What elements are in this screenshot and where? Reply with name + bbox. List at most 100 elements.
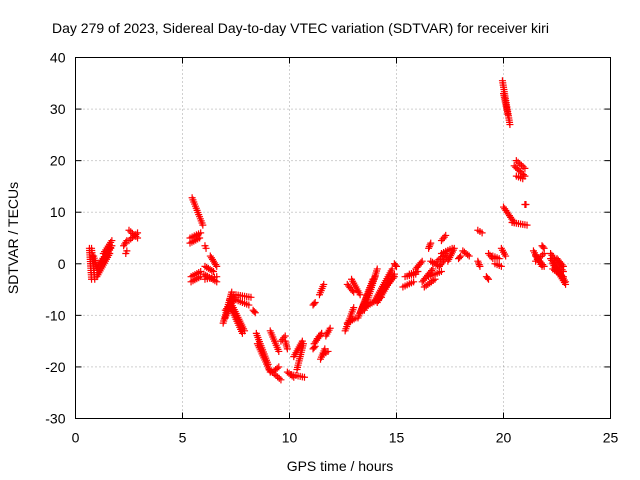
data-point xyxy=(122,238,130,246)
data-point xyxy=(417,259,425,267)
y-tick-label: -30 xyxy=(45,411,65,427)
data-point xyxy=(197,229,205,237)
data-point xyxy=(389,274,397,282)
data-point xyxy=(535,254,543,262)
data-point xyxy=(134,229,142,237)
data-point xyxy=(300,373,308,381)
data-point xyxy=(512,163,520,171)
y-tick-label: 20 xyxy=(50,153,66,169)
data-point xyxy=(288,372,296,380)
y-tick-label: -20 xyxy=(45,359,65,375)
data-point xyxy=(442,231,450,239)
data-point xyxy=(212,261,220,269)
data-point xyxy=(127,235,135,243)
data-point xyxy=(196,234,204,242)
data-point xyxy=(356,291,364,299)
data-point xyxy=(450,244,458,252)
data-point xyxy=(562,280,570,288)
data-point xyxy=(425,243,433,251)
data-point xyxy=(519,175,527,183)
data-point xyxy=(410,278,418,286)
data-point xyxy=(125,237,133,245)
data-point xyxy=(512,157,520,165)
data-point xyxy=(559,262,567,270)
data-point xyxy=(318,329,326,337)
data-point xyxy=(456,253,464,261)
data-point xyxy=(310,300,318,308)
data-point xyxy=(272,371,280,379)
data-point xyxy=(538,251,546,259)
axis-ticks: 0 5 10 15 20 25 -30 -20 -10 0 10 20 30 40 xyxy=(45,50,618,446)
data-point xyxy=(388,265,396,273)
data-point xyxy=(539,243,547,251)
data-point xyxy=(210,268,218,276)
data-point xyxy=(440,233,448,241)
data-point xyxy=(478,229,486,237)
data-point xyxy=(390,273,398,281)
data-point xyxy=(311,298,319,306)
data-point xyxy=(320,280,328,288)
data-point xyxy=(202,244,210,252)
data-point xyxy=(457,252,465,260)
data-point xyxy=(350,315,358,323)
data-point xyxy=(516,168,524,176)
data-point xyxy=(559,273,567,281)
data-point xyxy=(426,241,434,249)
data-point xyxy=(393,262,400,270)
data-point xyxy=(465,252,473,260)
data-point xyxy=(125,226,133,234)
data-points xyxy=(85,77,570,384)
y-tick-label: -10 xyxy=(45,307,65,323)
data-point xyxy=(497,262,505,270)
grid xyxy=(75,57,611,419)
data-point xyxy=(208,266,216,274)
data-point xyxy=(280,334,288,342)
data-point xyxy=(274,373,282,381)
data-point xyxy=(483,274,491,282)
data-point xyxy=(540,244,548,252)
data-point xyxy=(245,301,253,309)
data-point xyxy=(474,257,482,265)
data-point xyxy=(425,244,433,252)
data-point xyxy=(539,261,547,269)
data-point xyxy=(127,228,135,236)
data-point xyxy=(433,257,441,265)
data-point xyxy=(475,259,483,267)
data-point xyxy=(558,261,566,269)
x-tick-label: 25 xyxy=(603,430,619,446)
data-point xyxy=(537,253,545,261)
data-point xyxy=(476,262,484,270)
data-point xyxy=(247,293,255,301)
data-point xyxy=(326,324,334,332)
data-point xyxy=(519,163,527,171)
data-point xyxy=(275,374,283,382)
data-point xyxy=(428,267,436,275)
data-point xyxy=(515,166,523,174)
data-point xyxy=(523,221,531,229)
data-point xyxy=(514,158,522,166)
data-point xyxy=(213,262,221,270)
data-point xyxy=(475,261,483,269)
data-point xyxy=(437,254,445,262)
x-tick-label: 15 xyxy=(389,430,405,446)
data-point xyxy=(299,340,307,348)
data-point xyxy=(250,307,258,315)
y-tick-label: 0 xyxy=(58,256,66,272)
data-point xyxy=(504,110,512,118)
x-tick-label: 20 xyxy=(496,430,512,446)
data-point xyxy=(506,121,514,129)
data-point xyxy=(251,309,259,317)
plot-frame xyxy=(75,57,611,419)
x-axis-label: GPS time / hours xyxy=(287,458,394,474)
data-point xyxy=(522,200,530,208)
data-point xyxy=(391,261,399,269)
data-point xyxy=(275,347,283,355)
data-point xyxy=(199,221,207,229)
data-point xyxy=(350,288,358,296)
x-tick-label: 5 xyxy=(179,430,187,446)
y-tick-label: 30 xyxy=(50,101,66,117)
data-point xyxy=(128,233,136,241)
data-point xyxy=(273,364,281,372)
data-point xyxy=(485,275,493,283)
